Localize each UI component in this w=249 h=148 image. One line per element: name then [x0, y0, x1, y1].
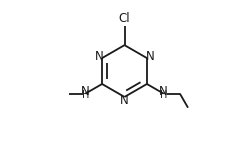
Text: N: N [159, 85, 168, 98]
Text: N: N [146, 50, 155, 63]
Text: H: H [160, 90, 167, 100]
Text: Cl: Cl [119, 12, 130, 25]
Text: N: N [81, 85, 90, 98]
Text: H: H [82, 90, 89, 100]
Text: N: N [120, 94, 129, 107]
Text: N: N [94, 50, 103, 63]
